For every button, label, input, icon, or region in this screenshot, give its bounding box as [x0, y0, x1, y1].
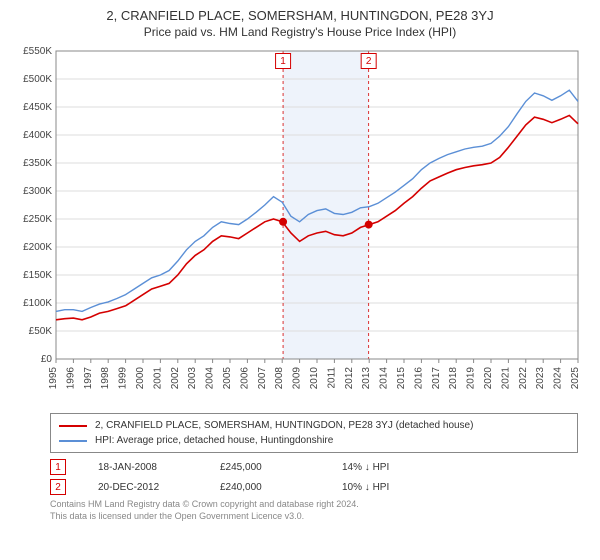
attribution-line: Contains HM Land Registry data © Crown c… — [50, 499, 578, 511]
svg-text:2020: 2020 — [483, 367, 494, 390]
svg-text:£400K: £400K — [23, 130, 52, 141]
svg-text:1998: 1998 — [100, 367, 111, 390]
svg-text:£350K: £350K — [23, 158, 52, 169]
chart-plot-area: £0 £50K £100K £150K £200K £250K £300K £350K £400… — [10, 45, 590, 405]
svg-text:£0: £0 — [41, 354, 53, 365]
svg-text:2019: 2019 — [466, 367, 477, 390]
svg-text:£500K: £500K — [23, 74, 52, 85]
chart-legend: 2, CRANFIELD PLACE, SOMERSHAM, HUNTINGDO… — [50, 413, 578, 453]
legend-label: HPI: Average price, detached house, Hunt… — [95, 433, 333, 448]
svg-text:£250K: £250K — [23, 214, 52, 225]
legend-swatch-hpi — [59, 440, 87, 442]
svg-text:2006: 2006 — [239, 367, 250, 390]
svg-text:£200K: £200K — [23, 242, 52, 253]
svg-text:2023: 2023 — [535, 367, 546, 390]
svg-text:2017: 2017 — [431, 367, 442, 390]
legend-item-hpi: HPI: Average price, detached house, Hunt… — [59, 433, 569, 448]
svg-text:2014: 2014 — [379, 367, 390, 390]
svg-text:2010: 2010 — [309, 367, 320, 390]
svg-text:£50K: £50K — [29, 326, 53, 337]
svg-text:1999: 1999 — [118, 367, 129, 390]
svg-text:2012: 2012 — [344, 367, 355, 390]
svg-text:£100K: £100K — [23, 298, 52, 309]
transaction-row: 2 20-DEC-2012 £240,000 10% ↓ HPI — [50, 479, 578, 495]
legend-item-property: 2, CRANFIELD PLACE, SOMERSHAM, HUNTINGDO… — [59, 418, 569, 433]
svg-text:2004: 2004 — [205, 367, 216, 390]
transaction-row: 1 18-JAN-2008 £245,000 14% ↓ HPI — [50, 459, 578, 475]
svg-text:£550K: £550K — [23, 46, 52, 57]
chart-titles: 2, CRANFIELD PLACE, SOMERSHAM, HUNTINGDO… — [10, 8, 590, 39]
svg-text:2015: 2015 — [396, 367, 407, 390]
chart-container: 2, CRANFIELD PLACE, SOMERSHAM, HUNTINGDO… — [0, 0, 600, 560]
svg-text:2000: 2000 — [135, 367, 146, 390]
attribution-line: This data is licensed under the Open Gov… — [50, 511, 578, 523]
transaction-date: 20-DEC-2012 — [98, 482, 188, 493]
svg-text:2001: 2001 — [152, 367, 163, 390]
svg-text:2022: 2022 — [518, 367, 529, 390]
svg-text:2018: 2018 — [448, 367, 459, 390]
line-chart-svg: £0 £50K £100K £150K £200K £250K £300K £350K £400… — [10, 45, 590, 405]
chart-attribution: Contains HM Land Registry data © Crown c… — [50, 499, 578, 522]
svg-text:£450K: £450K — [23, 102, 52, 113]
transaction-table: 1 18-JAN-2008 £245,000 14% ↓ HPI 2 20-DE… — [50, 459, 578, 495]
svg-text:2025: 2025 — [570, 367, 581, 390]
svg-text:2007: 2007 — [257, 367, 268, 390]
transaction-delta: 10% ↓ HPI — [342, 482, 432, 493]
svg-text:1997: 1997 — [83, 367, 94, 390]
svg-text:£300K: £300K — [23, 186, 52, 197]
svg-text:2016: 2016 — [413, 367, 424, 390]
chart-title: 2, CRANFIELD PLACE, SOMERSHAM, HUNTINGDO… — [10, 8, 590, 23]
legend-swatch-property — [59, 425, 87, 427]
svg-text:2002: 2002 — [170, 367, 181, 390]
svg-text:1: 1 — [280, 56, 286, 67]
svg-text:2003: 2003 — [187, 367, 198, 390]
svg-text:2: 2 — [366, 56, 372, 67]
transaction-delta: 14% ↓ HPI — [342, 462, 432, 473]
transaction-price: £240,000 — [220, 482, 310, 493]
chart-subtitle: Price paid vs. HM Land Registry's House … — [10, 25, 590, 39]
svg-text:2005: 2005 — [222, 367, 233, 390]
svg-text:2009: 2009 — [292, 367, 303, 390]
svg-text:2021: 2021 — [500, 367, 511, 390]
transaction-badge: 2 — [50, 479, 66, 495]
legend-label: 2, CRANFIELD PLACE, SOMERSHAM, HUNTINGDO… — [95, 418, 473, 433]
svg-text:£150K: £150K — [23, 270, 52, 281]
svg-text:2008: 2008 — [274, 367, 285, 390]
transaction-date: 18-JAN-2008 — [98, 462, 188, 473]
svg-text:1996: 1996 — [65, 367, 76, 390]
svg-text:2013: 2013 — [361, 367, 372, 390]
transaction-badge: 1 — [50, 459, 66, 475]
transaction-price: £245,000 — [220, 462, 310, 473]
svg-text:2011: 2011 — [326, 367, 337, 389]
svg-text:2024: 2024 — [553, 367, 564, 390]
svg-text:1995: 1995 — [48, 367, 59, 390]
